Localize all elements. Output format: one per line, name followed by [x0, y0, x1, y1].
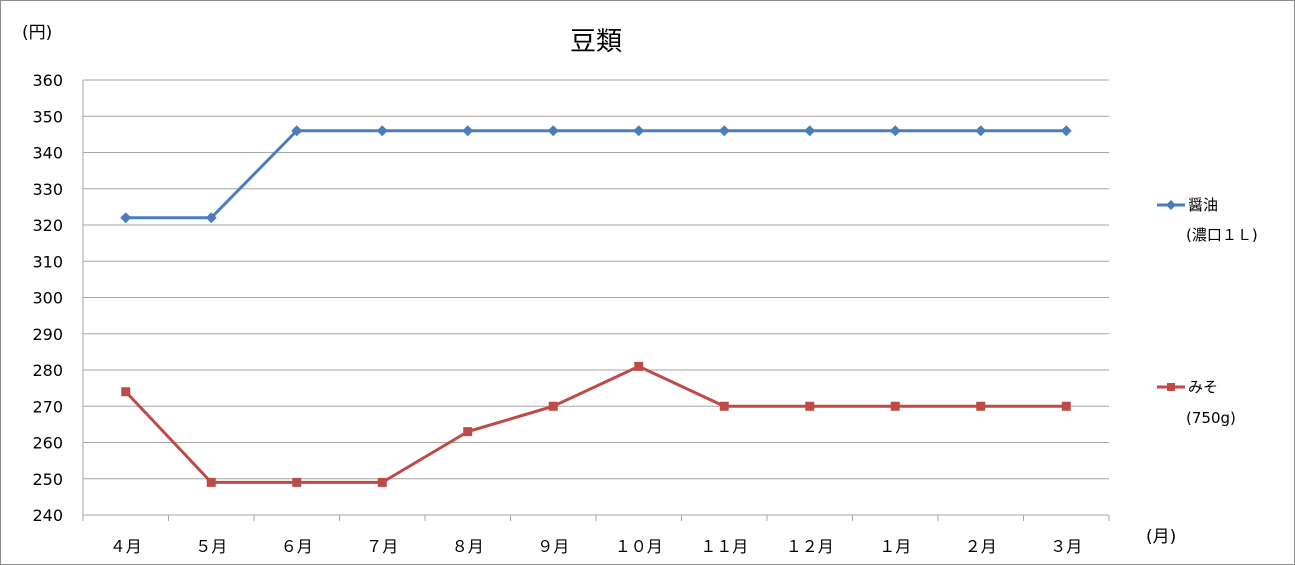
data-point-marker [804, 125, 816, 137]
legend-sublabel-soy-sauce: (濃口１Ｌ) [1186, 226, 1258, 244]
y-tick-label: 280 [32, 361, 63, 380]
gridlines [82, 79, 1110, 521]
data-point-marker [548, 401, 558, 411]
x-tick-label: ３月 [1050, 537, 1082, 556]
y-tick-label: 270 [32, 397, 63, 416]
x-axis-unit-label: (月) [1146, 527, 1176, 547]
series-line-1 [124, 364, 1067, 484]
legend: 醤油 (濃口１Ｌ) みそ (750g) [1157, 196, 1258, 427]
chart-title: 豆類 [570, 27, 622, 57]
x-tick-label: １０月 [615, 537, 663, 556]
data-point-marker [890, 401, 900, 411]
data-point-marker [547, 125, 559, 137]
legend-label-soy-sauce: 醤油 [1188, 196, 1218, 214]
data-point-marker [1060, 125, 1072, 137]
x-tick-label: ８月 [452, 537, 484, 556]
y-tick-label: 240 [32, 506, 63, 525]
data-point-marker [291, 125, 303, 137]
x-tick-label: ９月 [537, 537, 569, 556]
legend-sublabel-miso: (750g) [1186, 409, 1236, 427]
x-tick-label: １月 [879, 537, 911, 556]
y-tick-label: 310 [32, 252, 63, 271]
data-point-marker [805, 401, 815, 411]
y-axis-unit-label: (円) [22, 23, 52, 43]
legend-item-miso: みそ (750g) [1157, 378, 1236, 427]
data-point-marker [976, 401, 986, 411]
legend-marker-miso [1167, 383, 1175, 391]
data-point-marker [975, 125, 987, 137]
y-tick-label: 360 [32, 71, 63, 90]
x-tick-label: ６月 [281, 537, 313, 556]
y-tick-label: 320 [32, 216, 63, 235]
data-point-marker [633, 125, 645, 137]
data-point-marker [376, 125, 388, 137]
data-point-marker [292, 477, 302, 487]
y-tick-label: 250 [32, 470, 63, 489]
data-point-marker [206, 477, 216, 487]
data-point-marker [205, 212, 217, 224]
data-point-marker [719, 401, 729, 411]
x-tick-label: １１月 [700, 537, 748, 556]
data-point-marker [377, 477, 387, 487]
data-point-marker [718, 125, 730, 137]
data-point-marker [120, 212, 132, 224]
x-tick-label: ７月 [366, 537, 398, 556]
data-point-marker [121, 387, 131, 397]
data-point-marker [889, 125, 901, 137]
data-point-marker [462, 125, 474, 137]
legend-item-soy-sauce: 醤油 (濃口１Ｌ) [1157, 196, 1258, 244]
data-point-marker [634, 361, 644, 371]
series-group [120, 125, 1072, 487]
x-axis-ticks: ４月 ５月 ６月 ７月 ８月 ９月 １０月 １１月 １２月 １月 ２月 ３月 [110, 537, 1083, 556]
data-point-marker [1061, 401, 1071, 411]
y-tick-label: 340 [32, 144, 63, 163]
x-tick-label: ５月 [195, 537, 227, 556]
series-line-0 [125, 129, 1067, 220]
y-axis-ticks: 240 250 260 270 280 290 300 310 320 330 340 350 360 [32, 71, 63, 525]
y-tick-label: 290 [32, 325, 63, 344]
legend-marker-soy-sauce [1166, 200, 1176, 210]
y-tick-label: 350 [32, 107, 63, 126]
y-tick-label: 260 [32, 434, 63, 453]
data-point-marker [463, 427, 473, 437]
y-tick-label: 330 [32, 180, 63, 199]
y-tick-label: 300 [32, 289, 63, 308]
x-tick-label: ４月 [110, 537, 142, 556]
x-tick-label: ２月 [965, 537, 997, 556]
legend-label-miso: みそ [1188, 378, 1218, 396]
x-tick-label: １２月 [786, 537, 834, 556]
